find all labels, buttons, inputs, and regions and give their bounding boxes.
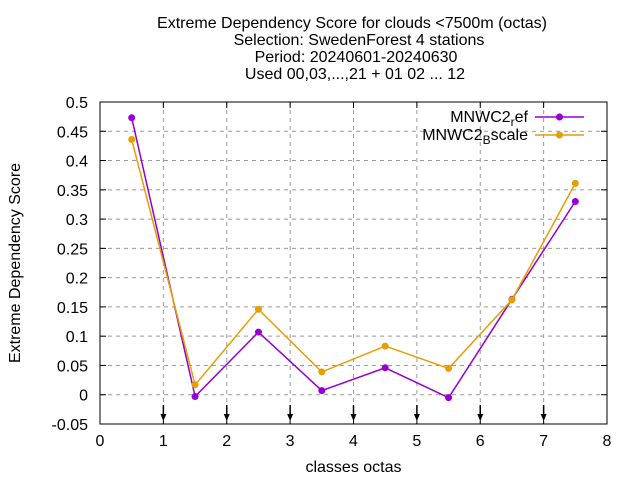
class-boundary-arrow — [413, 405, 420, 421]
series-1 — [128, 135, 579, 389]
class-boundary-arrow — [477, 405, 484, 421]
title-line: Period: 20240601-20240630 — [255, 49, 458, 66]
title-line: Selection: SwedenForest 4 stations — [234, 32, 485, 49]
y-tick-label: 0.45 — [57, 124, 88, 141]
class-boundary-arrow — [287, 405, 294, 421]
y-tick-label: 0.4 — [66, 154, 88, 171]
plot-frame — [99, 101, 608, 425]
title-line: Used 00,03,...,21 + 01 02 ... 12 — [245, 66, 465, 83]
series-line — [130, 139, 576, 387]
data-point — [381, 364, 389, 372]
y-tick-label: 0.5 — [66, 95, 88, 112]
x-axis-label: classes octas — [305, 459, 401, 476]
x-tick-label: 1 — [159, 433, 168, 450]
y-tick-label: 0.35 — [57, 183, 88, 200]
series-lines — [128, 114, 579, 402]
y-tick-label: 0.2 — [66, 271, 88, 288]
y-tick-label: 0.3 — [66, 212, 88, 229]
data-point — [445, 394, 453, 402]
x-tick-label: 7 — [539, 433, 548, 450]
y-axis-label: Extreme Dependency Score — [7, 163, 24, 363]
legend-item: MNWC2ref — [450, 109, 584, 129]
y-tick-label: 0.25 — [57, 241, 88, 258]
class-boundary-arrow — [223, 405, 230, 421]
x-tick-label: 2 — [222, 433, 231, 450]
legend-label: MNWC2Bscale — [422, 127, 528, 147]
x-tick-label: 4 — [349, 433, 358, 450]
chart-title: Extreme Dependency Score for clouds <750… — [157, 15, 547, 83]
x-tick-label: 3 — [286, 433, 295, 450]
y-tick-label: 0.05 — [57, 358, 88, 375]
y-tick-label: 0 — [79, 388, 88, 405]
x-tick-label: 0 — [96, 433, 105, 450]
data-point — [128, 135, 136, 143]
legend-label: MNWC2ref — [450, 109, 528, 129]
title-line: Extreme Dependency Score for clouds <750… — [157, 15, 547, 32]
legend-marker — [556, 113, 563, 121]
class-boundary-arrow — [540, 405, 547, 421]
x-tick-label: 6 — [476, 433, 485, 450]
class-boundary-arrow — [160, 405, 167, 421]
data-point — [571, 179, 579, 187]
data-point — [318, 387, 326, 395]
class-arrows — [160, 405, 547, 421]
data-point — [508, 296, 516, 304]
data-point — [191, 381, 199, 389]
data-point — [254, 328, 262, 336]
data-point — [128, 114, 136, 122]
data-point — [318, 368, 326, 376]
x-tick-label: 5 — [412, 433, 421, 450]
class-boundary-arrow — [350, 405, 357, 421]
y-tick-label: 0.1 — [66, 329, 88, 346]
y-tick-label: -0.05 — [52, 417, 89, 434]
legend-item: MNWC2Bscale — [422, 127, 584, 147]
data-point — [381, 342, 389, 350]
grid — [100, 102, 607, 424]
data-point — [445, 364, 453, 372]
data-point — [571, 198, 579, 206]
data-point — [191, 392, 199, 400]
x-tick-label: 8 — [603, 433, 612, 450]
legend-marker — [556, 131, 563, 139]
y-tick-label: 0.15 — [57, 300, 88, 317]
series-line — [130, 117, 576, 399]
data-point — [254, 305, 262, 313]
